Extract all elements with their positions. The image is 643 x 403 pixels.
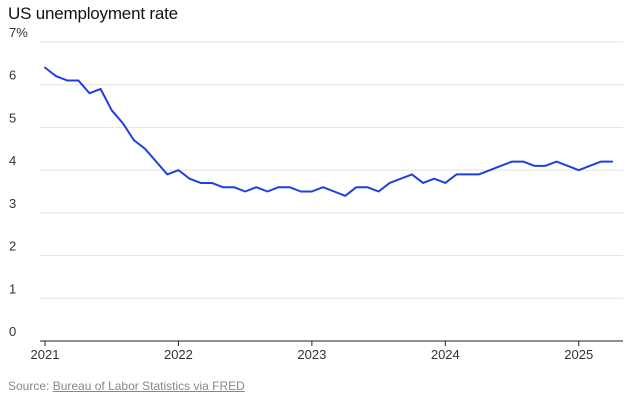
data-point [354, 185, 358, 189]
data-point [488, 168, 492, 172]
data-point [521, 160, 525, 164]
data-point [421, 181, 425, 185]
data-point [399, 177, 403, 181]
series-layer [43, 66, 614, 198]
data-point [143, 147, 147, 151]
data-point [510, 160, 514, 164]
data-point [87, 91, 91, 95]
gridlines [40, 41, 623, 342]
data-point [477, 172, 481, 176]
data-point [210, 181, 214, 185]
data-point [365, 185, 369, 189]
x-tick-label: 2024 [431, 347, 460, 362]
source-note: Source: Bureau of Labor Statistics via F… [8, 379, 245, 393]
data-point [165, 172, 169, 176]
source-link[interactable]: Bureau of Labor Statistics via FRED [52, 379, 245, 393]
x-tick-label: 2022 [164, 347, 193, 362]
data-point [121, 121, 125, 125]
data-point [265, 190, 269, 194]
x-tick-label: 2021 [31, 347, 60, 362]
data-point [299, 190, 303, 194]
x-tick-label: 2023 [297, 347, 326, 362]
data-point [321, 185, 325, 189]
data-point [76, 78, 80, 82]
data-point [599, 160, 603, 164]
y-tick-label: 4 [9, 153, 16, 168]
data-point [54, 74, 58, 78]
data-point [543, 164, 547, 168]
data-point [577, 168, 581, 172]
data-point [99, 87, 103, 91]
y-tick-label: 6 [9, 68, 16, 83]
data-point [466, 172, 470, 176]
data-point [154, 160, 158, 164]
data-point [188, 177, 192, 181]
y-axis-ticks: 0 1 2 3 4 5 6 7% [9, 25, 28, 339]
data-point [176, 168, 180, 172]
data-point [555, 160, 559, 164]
data-point [232, 185, 236, 189]
x-axis-ticks: 2021 2022 2023 2024 2025 [31, 341, 593, 362]
data-point [588, 164, 592, 168]
data-point [277, 185, 281, 189]
data-point [254, 185, 258, 189]
data-point [443, 181, 447, 185]
data-point [499, 164, 503, 168]
data-point [288, 185, 292, 189]
y-tick-label: 7% [9, 25, 28, 40]
data-point [566, 164, 570, 168]
data-point [388, 181, 392, 185]
data-point [243, 190, 247, 194]
data-point [377, 190, 381, 194]
series-line [44, 66, 614, 197]
chart-title: US unemployment rate [8, 4, 178, 23]
data-point [410, 172, 414, 176]
data-point [199, 181, 203, 185]
data-point [610, 160, 614, 164]
data-point [332, 190, 336, 194]
data-point [532, 164, 536, 168]
data-point [43, 66, 47, 70]
data-point [432, 177, 436, 181]
y-tick-label: 5 [9, 110, 16, 125]
y-tick-label: 0 [9, 324, 16, 339]
data-point [110, 108, 114, 112]
y-tick-label: 3 [9, 196, 16, 211]
data-point [454, 172, 458, 176]
y-tick-label: 1 [9, 281, 16, 296]
data-point [65, 78, 69, 82]
data-point [221, 185, 225, 189]
data-point [132, 138, 136, 142]
source-prefix: Source: [8, 379, 53, 393]
data-point [310, 190, 314, 194]
data-point [343, 194, 347, 198]
x-tick-label: 2025 [564, 347, 593, 362]
y-tick-label: 2 [9, 239, 16, 254]
